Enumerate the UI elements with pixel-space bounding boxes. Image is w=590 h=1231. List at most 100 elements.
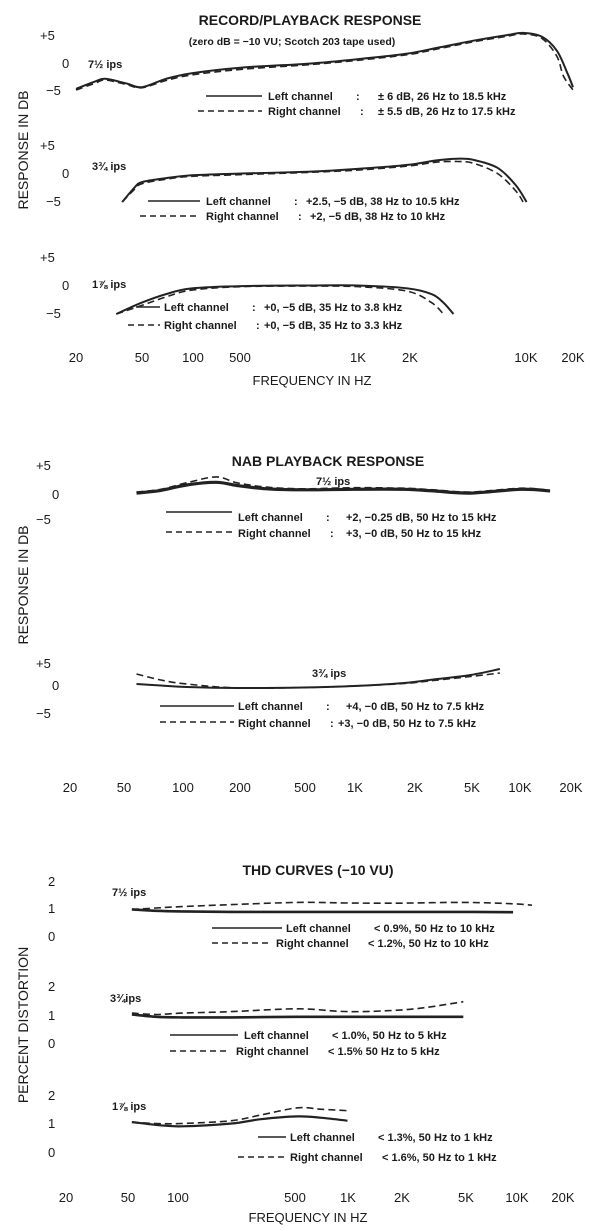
c1-xtick-20: 20 <box>69 350 83 365</box>
chart-1-ylabel: RESPONSE IN DB <box>15 90 31 209</box>
c2-xtick-20k: 20K <box>559 780 582 795</box>
c3p2-ytick-2: 2 <box>48 979 55 994</box>
c3-xtick-1k: 1K <box>340 1190 356 1205</box>
c3p2-speed-label: 3¾ips <box>110 993 141 1005</box>
c2p2-right-legend-colon: : <box>330 718 334 730</box>
c2p1-left-legend-spec: +2, −0.25 dB, 50 Hz to 15 kHz <box>346 512 497 524</box>
c1p3-left-legend-spec: +0, −5 dB, 35 Hz to 3.8 kHz <box>264 302 403 314</box>
c1p2-right-legend-spec: +2, −5 dB, 38 Hz to 10 kHz <box>310 211 446 223</box>
c3p2-left-channel-curve <box>131 1013 464 1019</box>
c3-xtick-10k: 10K <box>505 1190 528 1205</box>
c2-xtick-2k: 2K <box>407 780 423 795</box>
c2p2-left-legend-colon: : <box>326 701 330 713</box>
c1p3-right-channel-curve <box>116 285 444 315</box>
c1p2-left-legend-colon: : <box>294 196 298 208</box>
c2p1-left-legend-name: Left channel <box>238 512 303 524</box>
chart-2-ylabel: RESPONSE IN DB <box>15 525 31 644</box>
c1p3-right-legend-colon: : <box>256 320 260 332</box>
c1p1-left-legend-name: Left channel <box>268 91 333 103</box>
record-playback-chart: RECORD/PLAYBACK RESPONSE (zero dB = −10 … <box>15 12 585 388</box>
c3p3-right-channel-curve <box>131 1106 348 1125</box>
chart-1-title: RECORD/PLAYBACK RESPONSE <box>199 12 422 28</box>
c1p1-right-channel-curve <box>75 33 574 91</box>
c1p2-ytick-neg5: −5 <box>46 194 61 209</box>
c2p1-ytick-neg5: −5 <box>36 512 51 527</box>
c1p1-ytick-pos5: +5 <box>40 28 55 43</box>
c3p3-left-legend-name: Left channel <box>290 1132 355 1144</box>
c3p3-ytick-0: 0 <box>48 1145 55 1160</box>
c2p2-ytick-neg5: −5 <box>36 706 51 721</box>
c2p1-left-legend-colon: : <box>326 512 330 524</box>
c1p3-ytick-0: 0 <box>62 278 69 293</box>
c1p3-ytick-pos5: +5 <box>40 250 55 265</box>
c2p2-left-legend-name: Left channel <box>238 701 303 713</box>
c1p1-right-legend-colon: : <box>360 106 364 118</box>
c3p2-left-legend-spec: < 1.0%, 50 Hz to 5 kHz <box>332 1030 447 1042</box>
c1p3-right-legend-spec: +0, −5 dB, 35 Hz to 3.3 kHz <box>264 320 403 332</box>
c3p2-right-legend-spec: < 1.5% 50 Hz to 5 kHz <box>328 1046 440 1058</box>
c3p1-ytick-1: 1 <box>48 901 55 916</box>
c2-xtick-5k: 5K <box>464 780 480 795</box>
c1p2-speed-label: 3¾ ips <box>92 161 126 173</box>
c3p1-right-legend-spec: < 1.2%, 50 Hz to 10 kHz <box>368 938 489 950</box>
c3-xtick-2k: 2K <box>394 1190 410 1205</box>
c3-xtick-5k: 5K <box>458 1190 474 1205</box>
c1p2-right-channel-curve <box>121 160 524 203</box>
c1p1-left-legend-spec: ± 6 dB, 26 Hz to 18.5 kHz <box>378 91 507 103</box>
c1p1-left-channel-curve <box>75 31 574 90</box>
c1p1-left-legend-colon: : <box>356 91 360 103</box>
c2p1-left-channel-curve <box>136 480 551 495</box>
c3p3-ytick-2: 2 <box>48 1088 55 1103</box>
c1p1-speed-label: 7½ ips <box>88 59 122 71</box>
c3p2-right-legend-name: Right channel <box>236 1046 309 1058</box>
c2p1-speed-label: 7½ ips <box>316 476 350 488</box>
c1p1-ytick-0: 0 <box>62 56 69 71</box>
c3-xtick-20k: 20K <box>551 1190 574 1205</box>
c1p3-right-legend-name: Right channel <box>164 320 237 332</box>
c3p1-left-legend-name: Left channel <box>286 923 351 935</box>
c1p2-right-legend-name: Right channel <box>206 211 279 223</box>
c3p1-left-legend-spec: < 0.9%, 50 Hz to 10 kHz <box>374 923 495 935</box>
chart-2-title: NAB PLAYBACK RESPONSE <box>232 453 424 469</box>
c1p3-left-legend-colon: : <box>252 302 256 314</box>
c2p2-right-channel-curve <box>136 672 500 690</box>
chart-1-subtitle: (zero dB = −10 VU; Scotch 203 tape used) <box>189 36 396 48</box>
c3p1-speed-label: 7½ ips <box>112 887 146 899</box>
chart-1-xlabel: FREQUENCY IN HZ <box>253 373 372 388</box>
chart-3-ylabel: PERCENT DISTORTION <box>15 947 31 1103</box>
c1-xtick-50: 50 <box>135 350 149 365</box>
c1p3-left-channel-curve <box>115 284 455 315</box>
c1p1-right-legend-name: Right channel <box>268 106 341 118</box>
c3p2-ytick-1: 1 <box>48 1008 55 1023</box>
thd-chart: THD CURVES (−10 VU) PERCENT DISTORTION 2… <box>15 862 575 1225</box>
c3p3-right-legend-spec: < 1.6%, 50 Hz to 1 kHz <box>382 1152 497 1164</box>
c3-xtick-500: 500 <box>284 1190 306 1205</box>
c3p2-ytick-0: 0 <box>48 1036 55 1051</box>
c2-xtick-50: 50 <box>117 780 131 795</box>
c2p1-right-legend-colon: : <box>330 528 334 540</box>
c2-xtick-100: 100 <box>172 780 194 795</box>
c3p3-right-legend-name: Right channel <box>290 1152 363 1164</box>
chart-3-title: THD CURVES (−10 VU) <box>242 862 393 878</box>
c3-xtick-20: 20 <box>59 1190 73 1205</box>
c1-xtick-100: 100 <box>182 350 204 365</box>
c1p2-right-legend-colon: : <box>298 211 302 223</box>
c3p3-left-legend-spec: < 1.3%, 50 Hz to 1 kHz <box>378 1132 493 1144</box>
c3p1-left-channel-curve <box>131 908 514 914</box>
c3p1-ytick-2: 2 <box>48 874 55 889</box>
c2-xtick-1k: 1K <box>347 780 363 795</box>
c3-xtick-100: 100 <box>167 1190 189 1205</box>
nab-playback-chart: NAB PLAYBACK RESPONSE RESPONSE IN DB +5 … <box>15 453 583 795</box>
c3p3-speed-label: 1⅞ ips <box>112 1101 146 1113</box>
c1p3-speed-label: 1⅞ ips <box>92 279 126 291</box>
c3-xtick-50: 50 <box>121 1190 135 1205</box>
c2p1-right-legend-name: Right channel <box>238 528 311 540</box>
c1p1-ytick-neg5: −5 <box>46 83 61 98</box>
c1-xtick-500: 500 <box>229 350 251 365</box>
c3p1-ytick-0: 0 <box>48 929 55 944</box>
c1p3-left-legend-name: Left channel <box>164 302 229 314</box>
c2p2-right-legend-name: Right channel <box>238 718 311 730</box>
c2p1-right-channel-curve <box>136 476 551 493</box>
